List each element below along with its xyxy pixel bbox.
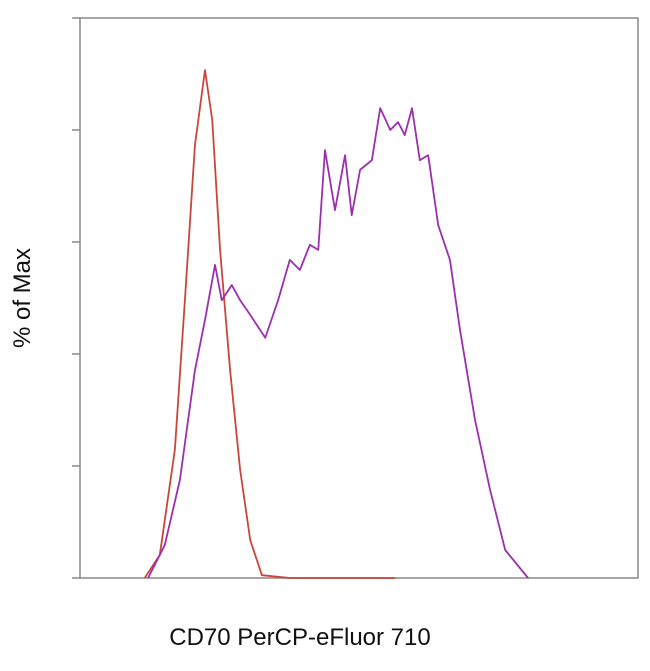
- y-axis-label: % of Max: [9, 248, 36, 348]
- histogram-line: [143, 69, 396, 579]
- plot-frame: [79, 17, 639, 579]
- histogram-line: [147, 107, 529, 579]
- x-axis-label: CD70 PerCP-eFluor 710: [169, 624, 430, 651]
